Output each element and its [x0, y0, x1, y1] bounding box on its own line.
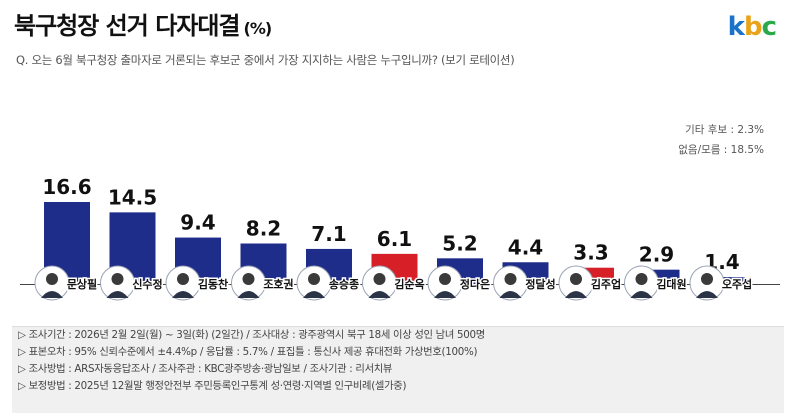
bar-value-label: 4.4 — [508, 235, 543, 259]
candidate-photo — [100, 265, 135, 301]
candidate-photo — [296, 265, 332, 301]
bar-value-label: 3.3 — [573, 241, 608, 265]
candidate-name-label: 정다은 — [460, 277, 490, 291]
candidate-name-label: 문상필 — [67, 277, 97, 291]
bar-group: 4.4 정달성 — [493, 235, 557, 301]
candidate-photo — [427, 265, 463, 301]
bar-value-label: 16.6 — [42, 175, 91, 199]
title-text: 북구청장 선거 다자대결 — [14, 12, 241, 40]
bar-chart: 16.6문상필14.5신수정9.4김동찬8.2조호권7.1송승종6.1김순옥5.… — [20, 175, 780, 301]
candidate-name-label: 조호권 — [263, 277, 293, 291]
bar-group: 16.6 문상필 — [34, 175, 99, 301]
bar-value-label: 7.1 — [311, 222, 346, 246]
bar-value-label: 14.5 — [108, 185, 157, 209]
candidate-photo — [165, 265, 201, 301]
footer-line-error: ▷ 표본오차 : 95% 신뢰수준에서 ±4.4%p / 응답률 : 5.7% … — [18, 346, 478, 358]
bar-group: 2.9 김대원 — [624, 243, 688, 301]
candidate-photo — [624, 265, 659, 301]
candidate-photo — [689, 265, 725, 301]
bar-value-label: 5.2 — [442, 231, 477, 255]
bar-group: 6.1 김순옥 — [362, 227, 426, 301]
survey-question: Q. 오는 6월 북구청장 출마자로 거론되는 후보군 중에서 가장 지지하는 … — [16, 53, 515, 67]
candidate-photo — [34, 265, 70, 301]
footer-line-weighting: ▷ 보정방법 : 2025년 12월말 행정안전부 주민등록인구통계 성·연령·… — [18, 380, 407, 392]
candidate-name-label: 김주업 — [591, 278, 621, 291]
bar-group: 3.3 김주업 — [558, 241, 623, 301]
footer-line-method: ▷ 조사방법 : ARS자동응답조사 / 조사주관 : KBC광주방송·광남일보… — [18, 363, 393, 375]
title-unit: (%) — [243, 19, 273, 38]
candidate-photo — [558, 265, 594, 301]
candidate-name-label: 송승종 — [329, 278, 359, 291]
bar-value-label: 6.1 — [377, 227, 412, 251]
candidate-name-label: 김순옥 — [394, 278, 424, 291]
footer-line-period: ▷ 조사기간 : 2026년 2월 2일(월) ~ 3일(화) (2일간) / … — [18, 329, 485, 341]
bar-group: 14.5 신수정 — [100, 185, 164, 301]
bar-value-label: 2.9 — [639, 243, 674, 267]
survey-footer: ▷ 조사기간 : 2026년 2월 2일(월) ~ 3일(화) (2일간) / … — [12, 326, 784, 413]
note-none-unknown: 없음/모름 : 18.5% — [678, 144, 764, 156]
bar-value-label: 9.4 — [180, 211, 215, 235]
candidate-name-label: 오주섭 — [722, 277, 752, 291]
candidate-name-label: 김동찬 — [198, 277, 228, 291]
bar-group: 5.2 정다은 — [427, 231, 492, 301]
candidate-photo — [493, 265, 528, 301]
bar-group: 7.1 송승종 — [296, 222, 361, 301]
page-title: 북구청장 선거 다자대결 (%) — [14, 6, 273, 41]
candidate-name-label: 김대원 — [656, 277, 686, 291]
note-other-candidates: 기타 후보 : 2.3% — [685, 124, 764, 136]
candidate-photo — [362, 265, 397, 301]
bar-group: 8.2 조호권 — [231, 216, 295, 301]
bar-value-label: 8.2 — [246, 216, 281, 240]
kbc-logo: kbc — [727, 12, 777, 42]
candidate-photo — [231, 265, 266, 301]
candidate-name-label: 정달성 — [525, 277, 555, 291]
bar-group: 9.4 김동찬 — [165, 211, 230, 301]
candidate-name-label: 신수정 — [132, 277, 162, 291]
